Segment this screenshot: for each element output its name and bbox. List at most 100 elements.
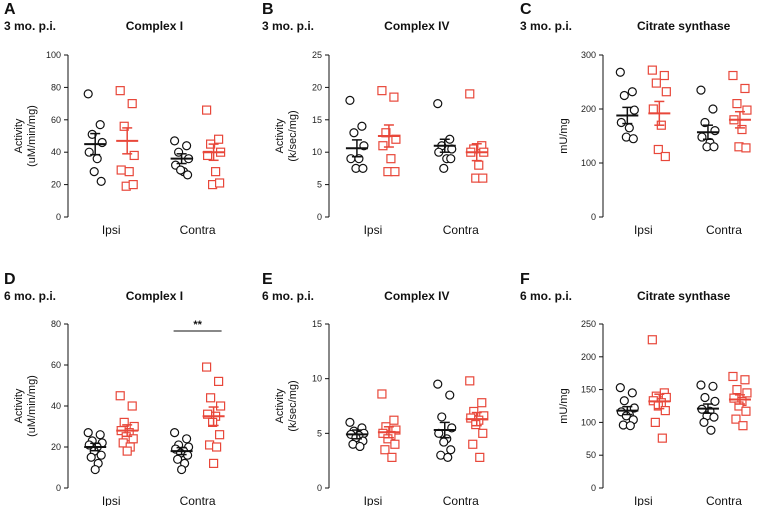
data-point [345, 417, 355, 427]
category-label: Ipsi [102, 494, 121, 506]
series-control [83, 428, 107, 475]
data-point [661, 87, 671, 97]
data-point [615, 67, 625, 77]
y-axis-label: (uM/min/mg) [26, 375, 38, 437]
data-point [627, 87, 637, 97]
data-point [214, 376, 224, 386]
data-point [740, 83, 750, 94]
data-point [177, 464, 187, 475]
series-control [170, 136, 194, 180]
y-tick-label: 300 [581, 50, 596, 60]
data-point [377, 86, 387, 96]
data-point [657, 433, 667, 443]
series-treated [465, 376, 489, 462]
category-label: Contra [180, 494, 216, 506]
data-point [389, 92, 399, 102]
data-point [346, 154, 356, 164]
data-point [742, 105, 752, 115]
data-point [95, 430, 105, 440]
category-label: Contra [180, 223, 216, 237]
data-point [83, 428, 93, 438]
data-point [208, 417, 218, 427]
series-control [170, 428, 194, 475]
data-point [176, 165, 186, 175]
y-tick-label: 80 [51, 319, 61, 329]
y-tick-label: 150 [581, 385, 596, 395]
y-tick-label: 20 [51, 180, 61, 190]
data-point [433, 98, 443, 109]
y-axis-label: Activity [274, 388, 286, 423]
y-tick-label: 5 [317, 428, 322, 438]
category-label: Contra [706, 223, 742, 237]
data-point [357, 121, 367, 131]
panel-f: F6 mo. p.i. Citrate synthase 0 50 100 150 200 2… [520, 271, 752, 506]
y-axis-label: Activity [13, 118, 25, 153]
data-point [446, 445, 456, 455]
panel-letter: C [520, 1, 532, 18]
data-point [710, 126, 720, 136]
panel-letter: D [4, 271, 16, 288]
data-point [478, 428, 488, 438]
data-point [202, 362, 212, 372]
panel-title: Citrate synthase [637, 19, 731, 33]
data-point [709, 412, 719, 422]
y-tick-label: 0 [317, 483, 322, 493]
panel-title: Citrate synthase [637, 289, 731, 303]
category-label: Ipsi [364, 494, 383, 506]
data-point [354, 154, 364, 164]
panel-d: D6 mo. p.i. Complex I 0 20 40 60 80 Activity (uM… [4, 271, 226, 506]
panel-b: B3 mo. p.i. Complex IV 0 5 10 15 20 25 Activity(… [262, 1, 489, 237]
data-point [215, 430, 225, 440]
data-point [212, 442, 222, 452]
data-point [115, 391, 125, 401]
data-point [648, 104, 658, 114]
y-axis-label: (k/sec/mg) [287, 380, 299, 431]
series-control [615, 383, 639, 431]
y-tick-label: 25 [312, 50, 322, 60]
y-tick-label: 250 [581, 319, 596, 329]
data-point [737, 124, 747, 135]
y-axis-label: (uM/min/mg) [26, 105, 38, 167]
panel-subtitle: 6 mo. p.i. [4, 289, 56, 303]
data-point [742, 388, 752, 398]
data-point [115, 86, 125, 96]
data-point [129, 150, 139, 161]
panel-subtitle: 3 mo. p.i. [4, 19, 56, 33]
panel-title: Complex IV [384, 289, 449, 303]
panel-subtitle: 6 mo. p.i. [262, 289, 314, 303]
data-point [182, 434, 192, 444]
category-label: Ipsi [634, 223, 653, 237]
y-tick-label: 50 [586, 450, 596, 460]
y-tick-label: 100 [46, 50, 61, 60]
category-label: Contra [706, 494, 742, 506]
data-point [349, 128, 359, 138]
data-point [183, 170, 193, 180]
y-tick-label: 5 [317, 180, 322, 190]
data-point [696, 85, 706, 95]
data-point [96, 450, 106, 460]
data-point [209, 458, 219, 468]
series-control [696, 85, 720, 152]
data-point [389, 415, 399, 425]
y-tick-label: 20 [51, 442, 61, 452]
data-point [647, 65, 657, 75]
y-tick-label: 200 [581, 104, 596, 114]
series-treated [115, 86, 139, 191]
data-point [90, 464, 100, 475]
data-point [216, 401, 226, 411]
series-treated [202, 105, 226, 190]
y-axis-label: mU/mg [558, 118, 570, 153]
data-point [696, 380, 706, 390]
panel-subtitle: 3 mo. p.i. [520, 19, 572, 33]
series-control [615, 67, 639, 144]
data-point [377, 389, 387, 399]
series-control [433, 379, 457, 462]
data-point [86, 452, 96, 462]
y-axis-label: Activity [13, 388, 25, 423]
panel-subtitle: 6 mo. p.i. [520, 289, 572, 303]
data-point [386, 154, 396, 164]
data-point [380, 445, 390, 455]
data-point [478, 173, 488, 183]
data-point [122, 446, 132, 456]
category-label: Ipsi [634, 494, 653, 506]
